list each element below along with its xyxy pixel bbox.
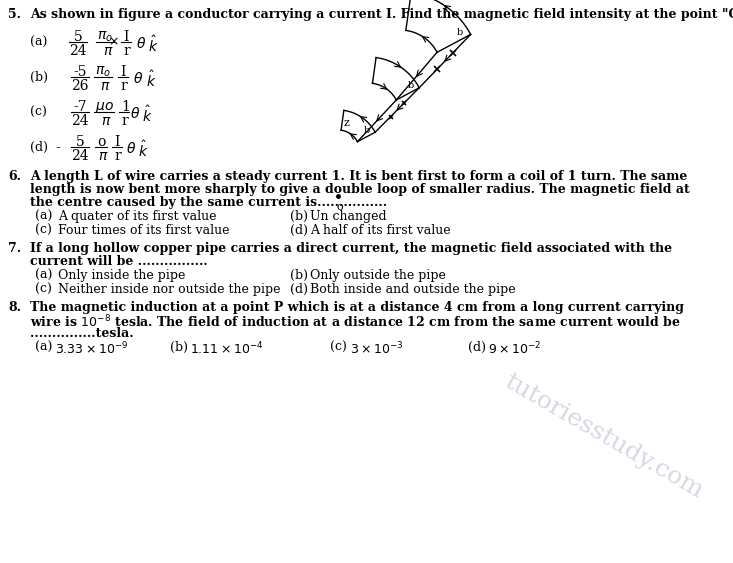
Text: $3\times10^{-3}$: $3\times10^{-3}$ (350, 341, 404, 358)
Text: $\pi_o$: $\pi_o$ (95, 65, 111, 79)
Text: I: I (123, 30, 128, 44)
Text: $\pi_o$: $\pi_o$ (97, 30, 113, 44)
Text: 5: 5 (73, 30, 82, 44)
Text: (b): (b) (290, 210, 308, 223)
Text: Only outside the pipe: Only outside the pipe (310, 269, 446, 282)
Text: (d): (d) (468, 341, 486, 354)
Text: The magnetic induction at a point P which is at a distance 4 cm from a long curr: The magnetic induction at a point P whic… (30, 301, 684, 314)
Text: 8.: 8. (8, 301, 21, 314)
Text: 1: 1 (121, 100, 130, 114)
Text: (c): (c) (35, 224, 52, 237)
Text: $1.11\times10^{-4}$: $1.11\times10^{-4}$ (190, 341, 264, 358)
Text: length is now bent more sharply to give a double loop of smaller radius. The mag: length is now bent more sharply to give … (30, 183, 690, 196)
Text: Both inside and outside the pipe: Both inside and outside the pipe (310, 283, 515, 296)
Text: 24: 24 (71, 149, 89, 163)
Text: $9\times10^{-2}$: $9\times10^{-2}$ (488, 341, 541, 358)
Text: b: b (408, 81, 414, 90)
Text: tutoriesstudy.com: tutoriesstudy.com (500, 370, 707, 503)
Text: Neither inside nor outside the pipe: Neither inside nor outside the pipe (58, 283, 281, 296)
Text: $\times$: $\times$ (108, 35, 119, 48)
Text: $\pi$: $\pi$ (98, 149, 108, 163)
Text: (a): (a) (35, 341, 52, 354)
Text: $\hat{k}$: $\hat{k}$ (142, 105, 152, 125)
Text: 5.: 5. (8, 8, 21, 21)
Text: As shown in figure a conductor carrying a current I. Find the magnetic field int: As shown in figure a conductor carrying … (30, 8, 733, 21)
Text: $\theta$: $\theta$ (130, 106, 140, 121)
Text: o: o (336, 202, 343, 212)
Text: o: o (97, 135, 106, 149)
Text: r: r (114, 149, 121, 163)
Text: -: - (55, 141, 60, 155)
Text: current will be ................: current will be ................ (30, 255, 207, 268)
Text: A half of its first value: A half of its first value (310, 224, 451, 237)
Text: (c): (c) (30, 106, 47, 119)
Text: 5: 5 (75, 135, 84, 149)
Text: (d): (d) (290, 283, 308, 296)
Text: ...............tesla.: ...............tesla. (30, 327, 133, 340)
Text: b: b (457, 28, 463, 37)
Text: Only inside the pipe: Only inside the pipe (58, 269, 185, 282)
Text: (b): (b) (170, 341, 188, 354)
Text: (c): (c) (35, 283, 52, 296)
Text: I: I (114, 135, 119, 149)
Text: Un changed: Un changed (310, 210, 386, 223)
Text: 24: 24 (69, 44, 86, 58)
Text: Four times of its first value: Four times of its first value (58, 224, 229, 237)
Text: (a): (a) (35, 210, 52, 223)
Text: -5: -5 (73, 65, 86, 79)
Text: r: r (121, 114, 128, 128)
Text: (b): (b) (290, 269, 308, 282)
Text: $\theta$: $\theta$ (136, 36, 146, 51)
Text: z: z (344, 118, 350, 128)
Text: 26: 26 (71, 79, 89, 93)
Text: wire is $10^{-8}$ tesla. The field of induction at a distance 12 cm from the sam: wire is $10^{-8}$ tesla. The field of in… (30, 314, 681, 330)
Text: 7.: 7. (8, 242, 21, 255)
Text: $\hat{k}$: $\hat{k}$ (146, 70, 156, 90)
Text: $\hat{k}$: $\hat{k}$ (138, 140, 149, 160)
Text: (b): (b) (30, 71, 48, 84)
Text: I: I (120, 65, 125, 79)
Text: (d): (d) (30, 141, 48, 154)
Text: A length L of wire carries a steady current 1. It is bent first to form a coil o: A length L of wire carries a steady curr… (30, 170, 688, 183)
Text: $\hat{k}$: $\hat{k}$ (148, 35, 158, 55)
Text: (a): (a) (30, 36, 48, 49)
Text: (a): (a) (35, 269, 52, 282)
Text: r: r (120, 79, 127, 93)
Text: (d): (d) (290, 224, 308, 237)
Text: $\theta$: $\theta$ (126, 141, 136, 156)
Text: b: b (364, 126, 370, 135)
Text: (c): (c) (330, 341, 347, 354)
Text: 24: 24 (71, 114, 89, 128)
Text: $\pi$: $\pi$ (101, 114, 111, 128)
Text: 6.: 6. (8, 170, 21, 183)
Text: $3.33\times10^{-9}$: $3.33\times10^{-9}$ (55, 341, 128, 358)
Text: $\theta$: $\theta$ (133, 71, 143, 86)
Text: A quater of its first value: A quater of its first value (58, 210, 216, 223)
Text: the centre caused by the same current is................: the centre caused by the same current is… (30, 196, 387, 209)
Text: r: r (123, 44, 130, 58)
Text: $\pi$: $\pi$ (100, 79, 111, 93)
Text: If a long hollow copper pipe carries a direct current, the magnetic field associ: If a long hollow copper pipe carries a d… (30, 242, 672, 255)
Text: -7: -7 (73, 100, 86, 114)
Text: $\pi$: $\pi$ (103, 44, 114, 58)
Text: $\mu o$: $\mu o$ (95, 100, 114, 115)
